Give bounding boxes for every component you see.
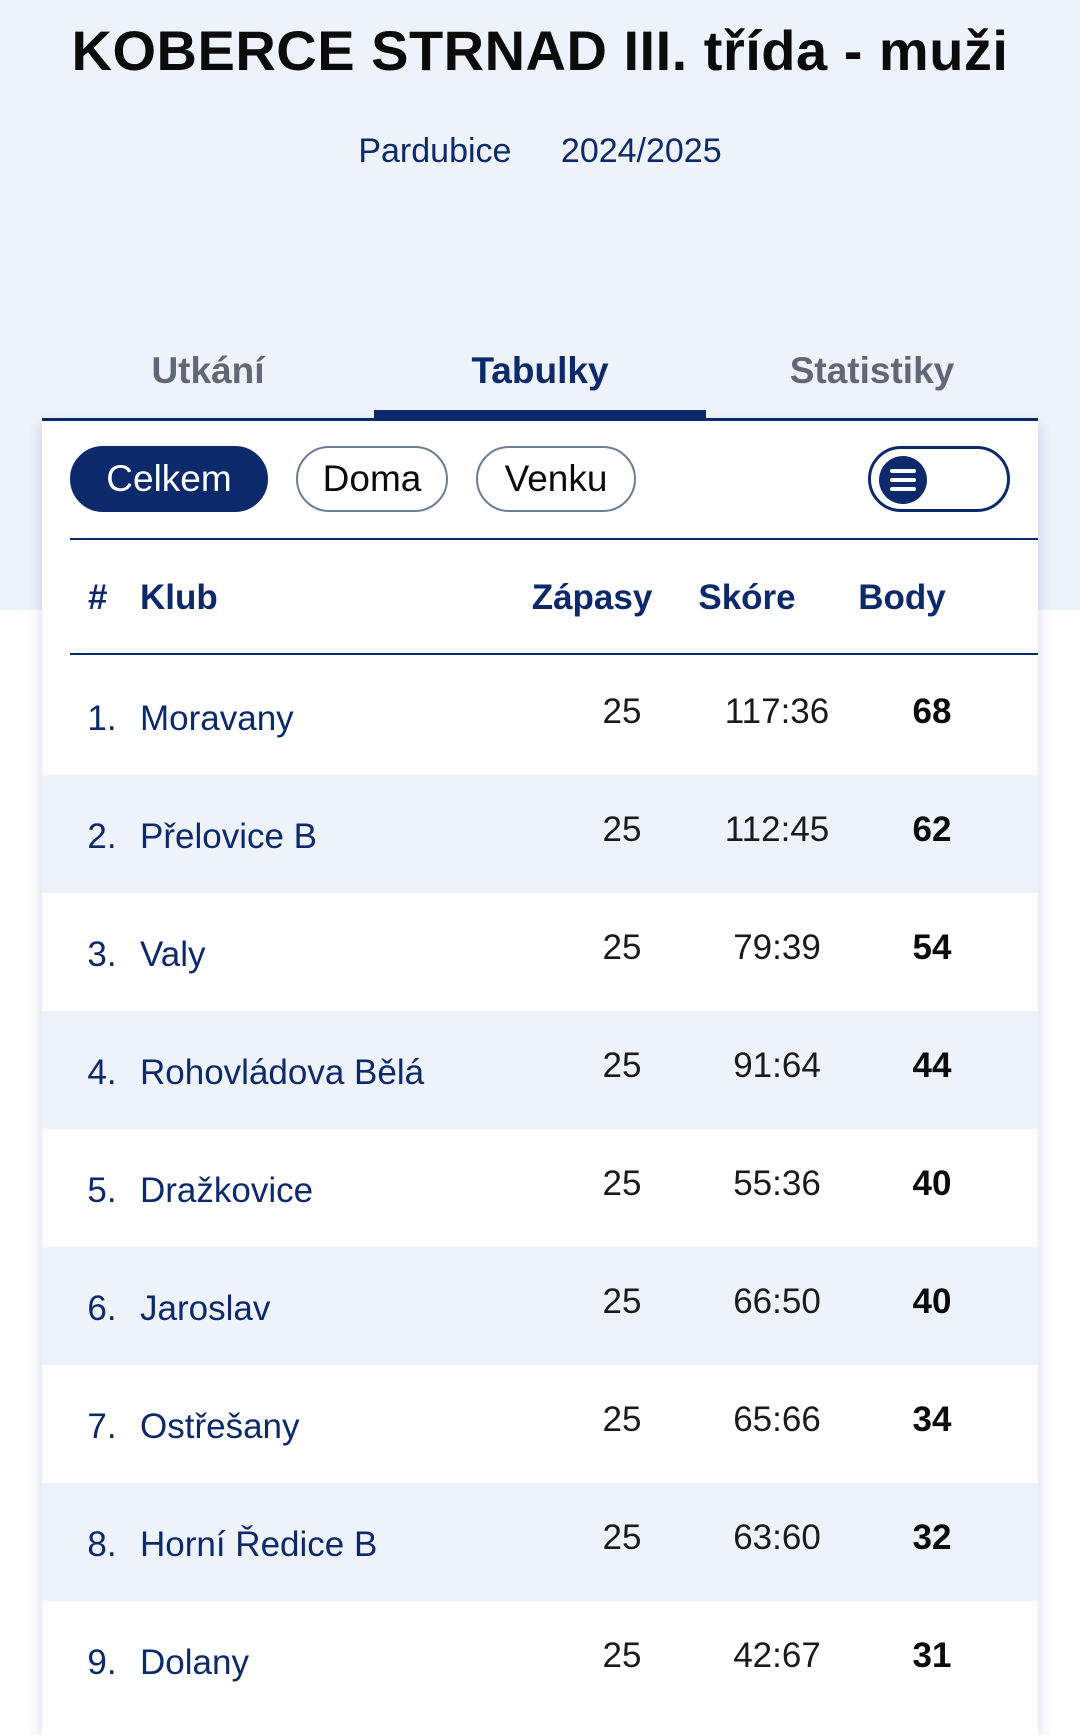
filter-group: Celkem Doma Venku [70,446,664,514]
club-name[interactable]: Jaroslav [140,1289,271,1328]
region-label: Pardubice [358,132,512,170]
score-cell: 91:64 [733,1046,821,1085]
col-points-header[interactable]: Body [858,578,946,617]
matches-cell: 25 [602,1636,642,1675]
club-name[interactable]: Přelovice B [140,817,318,856]
matches-cell: 25 [602,1164,642,1203]
score-cell: 79:39 [733,928,821,967]
points-cell: 32 [912,1518,952,1557]
standings-card: Celkem Doma Venku # Klub Zápasy Skóre Bo… [42,421,1038,1735]
table-row[interactable]: 1. Moravany 25 117:36 68 [42,657,1038,775]
points-cell: 62 [912,810,952,849]
filter-home-button[interactable]: Doma [296,446,448,512]
points-cell: 68 [912,692,952,731]
club-name[interactable]: Rohovládova Bělá [140,1053,425,1092]
score-cell: 117:36 [724,692,830,731]
rank-cell: 4. [87,1053,117,1092]
competition-title: KOBERCE STRNAD III. třída - muži [71,19,1009,82]
filter-overall-button[interactable]: Celkem [70,446,268,512]
score-cell: 55:36 [733,1164,821,1203]
matches-cell: 25 [602,1400,642,1439]
score-cell: 63:60 [733,1518,821,1557]
matches-cell: 25 [602,1282,642,1321]
col-rank-header: # [88,578,108,617]
club-name[interactable]: Horní Ředice B [140,1525,378,1564]
tab-matches[interactable]: Utkání [151,350,265,391]
points-cell: 44 [912,1046,952,1085]
rank-cell: 7. [87,1407,117,1446]
tab-divider [42,418,1038,421]
tab-statistics[interactable]: Statistiky [789,350,955,391]
score-cell: 112:45 [724,810,830,849]
rank-cell: 8. [87,1525,117,1564]
points-cell: 31 [912,1636,952,1675]
rank-cell: 9. [87,1643,117,1682]
tab-bar: Utkání Tabulky Statistiky [42,335,1038,421]
score-cell: 66:50 [733,1282,821,1321]
matches-cell: 25 [602,928,642,967]
rank-cell: 6. [87,1289,117,1328]
points-cell: 54 [912,928,952,967]
points-cell: 40 [912,1164,952,1203]
table-row[interactable]: 2. Přelovice B 25 112:45 62 [42,775,1038,893]
points-cell: 34 [912,1400,952,1439]
club-name[interactable]: Valy [140,935,206,974]
table-row[interactable]: 8. Horní Ředice B 25 63:60 32 [42,1483,1038,1601]
rank-cell: 3. [87,935,117,974]
rank-cell: 5. [87,1171,117,1210]
table-header: # Klub Zápasy Skóre Body [70,540,1038,655]
score-cell: 42:67 [733,1636,821,1675]
matches-cell: 25 [602,1046,642,1085]
col-matches-header[interactable]: Zápasy [531,578,653,617]
table-row[interactable]: 6. Jaroslav 25 66:50 40 [42,1247,1038,1365]
col-score-header[interactable]: Skóre [698,578,796,617]
view-toggle[interactable] [868,446,1010,512]
rank-cell: 2. [87,817,117,856]
matches-cell: 25 [602,1518,642,1557]
season-label: 2024/2025 [560,132,722,170]
club-name[interactable]: Ostřešany [140,1407,300,1446]
table-row[interactable]: 4. Rohovládova Bělá 25 91:64 44 [42,1011,1038,1129]
competition-subtitle: Pardubice 2024/2025 [0,132,1080,171]
table-row[interactable]: 5. Dražkovice 25 55:36 40 [42,1129,1038,1247]
points-cell: 40 [912,1282,952,1321]
matches-cell: 25 [602,692,642,731]
rank-cell: 1. [87,699,117,738]
matches-cell: 25 [602,810,642,849]
table-row[interactable]: 7. Ostřešany 25 65:66 34 [42,1365,1038,1483]
filter-away-button[interactable]: Venku [476,446,636,512]
tab-tables[interactable]: Tabulky [374,335,706,421]
col-club-header: Klub [140,578,218,617]
filters-divider [70,538,1038,540]
score-cell: 65:66 [733,1400,821,1439]
club-name[interactable]: Dolany [140,1643,249,1682]
club-name[interactable]: Moravany [140,699,294,738]
list-icon [879,456,927,504]
table-row[interactable]: 9. Dolany 25 42:67 31 [42,1601,1038,1719]
table-row[interactable]: 3. Valy 25 79:39 54 [42,893,1038,1011]
club-name[interactable]: Dražkovice [140,1171,314,1210]
